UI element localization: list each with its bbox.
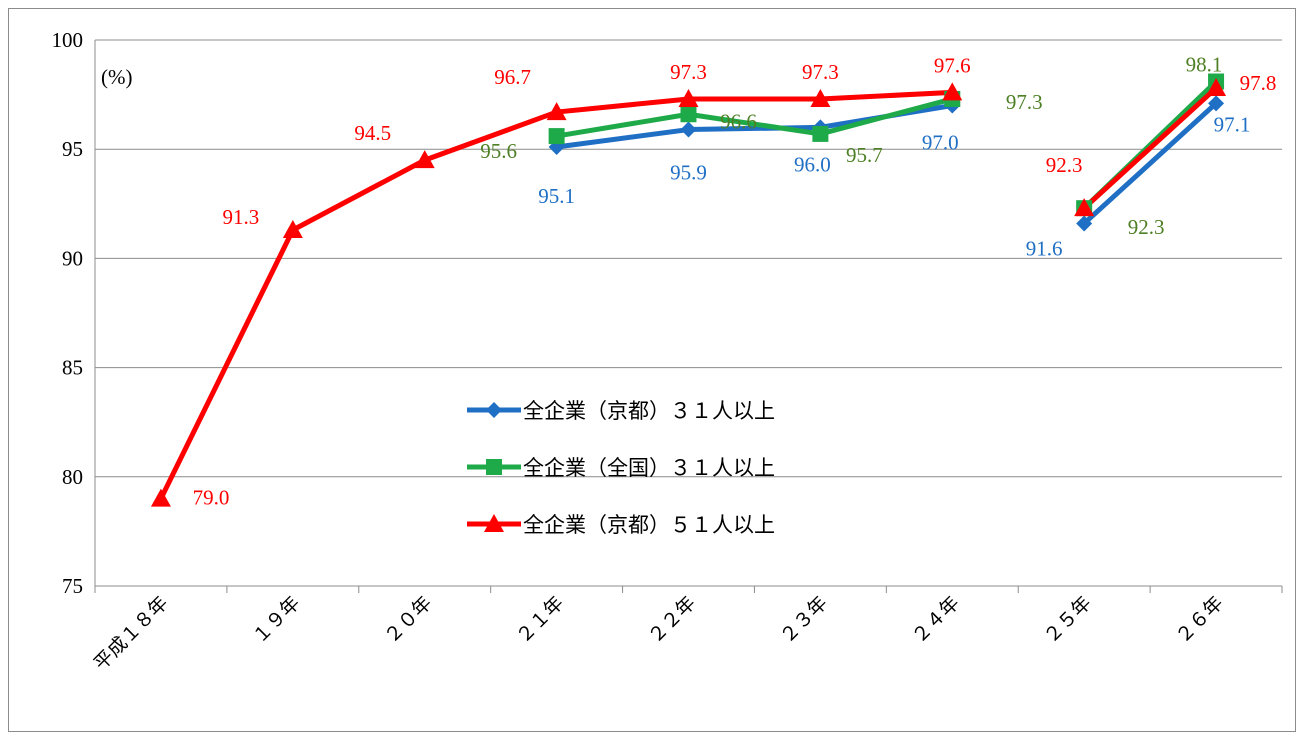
y-tick-label: 75 [62, 574, 83, 598]
y-tick-label: 80 [62, 465, 83, 489]
x-tick-label: ２０年 [380, 592, 436, 648]
data-point [812, 125, 829, 142]
data-point [810, 88, 831, 107]
y-tick-label: 100 [52, 28, 84, 52]
line-chart: 75 80 85 90 95 100 平成１８年 １９年 ２０年 ２１年 ２２年 ２３年 ２４年 ２５年… [52, 28, 1283, 675]
y-tick-label: 85 [62, 356, 83, 380]
legend-swatch-marker [486, 402, 502, 418]
data-label: 94.5 [354, 121, 391, 145]
data-label: 96.7 [494, 65, 531, 89]
data-point [1076, 215, 1093, 232]
legend-label: 全企業（京都）５１人以上 [523, 513, 775, 537]
data-point [150, 488, 171, 507]
data-label: 79.0 [193, 486, 230, 510]
data-label: 92.3 [1128, 215, 1165, 239]
data-label: 91.6 [1026, 236, 1063, 260]
data-label: 97.0 [922, 131, 959, 155]
data-label: 91.3 [222, 205, 259, 229]
axes [94, 40, 1283, 593]
data-point [414, 150, 435, 169]
x-tick-label: １９年 [248, 592, 304, 648]
legend-label: 全企業（京都）３１人以上 [523, 399, 775, 423]
data-point [548, 128, 565, 145]
data-point [1208, 95, 1225, 112]
data-label: 92.3 [1046, 153, 1083, 177]
x-tick-label: ２１年 [512, 592, 568, 648]
series-lines [158, 78, 1219, 502]
x-tick-label: ２６年 [1172, 592, 1228, 648]
series-line [1081, 100, 1219, 226]
data-label: 96.6 [720, 109, 757, 133]
x-tick-label: ２３年 [776, 592, 832, 648]
data-label: 97.6 [934, 53, 971, 77]
data-label: 97.1 [1214, 112, 1251, 136]
series-line [554, 96, 955, 139]
data-label: 95.9 [670, 161, 707, 185]
data-label: 97.3 [802, 60, 839, 84]
data-point [1074, 198, 1095, 217]
data-labels: 95.1 95.9 96.0 97.0 91.6 97.1 95.6 96.6 95.7 97.3… [193, 52, 1277, 509]
data-label: 97.8 [1240, 71, 1277, 95]
series-markers [150, 73, 1227, 507]
x-axis-ticks: 平成１８年 １９年 ２０年 ２１年 ２２年 ２３年 ２４年 ２５年 ２６年 [90, 592, 1228, 675]
data-label: 97.3 [1006, 90, 1043, 114]
legend-swatch-marker [486, 459, 502, 475]
data-label: 95.7 [846, 143, 883, 167]
data-point [942, 82, 963, 101]
data-label: 97.3 [670, 60, 707, 84]
y-tick-label: 90 [62, 246, 83, 270]
data-point [546, 102, 567, 121]
data-point [1206, 78, 1227, 97]
y-axis-ticks: 75 80 85 90 95 100 [52, 28, 84, 598]
data-label: 98.1 [1186, 52, 1223, 76]
data-label: 95.1 [538, 184, 575, 208]
series-line [1081, 85, 1219, 211]
chart-frame: 75 80 85 90 95 100 平成１８年 １９年 ２０年 ２１年 ２２年 ２３年 ２４年 ２５年… [8, 8, 1296, 732]
x-tick-label: 平成１８年 [90, 592, 173, 675]
data-point [680, 121, 697, 138]
y-tick-label: 95 [62, 137, 83, 161]
x-tick-label: ２５年 [1040, 592, 1096, 648]
data-label: 95.6 [480, 139, 517, 163]
legend-swatch-marker [484, 514, 504, 532]
data-point [282, 220, 303, 239]
x-tick-label: ２２年 [644, 592, 700, 648]
unit-label: (%) [101, 65, 132, 89]
x-tick-label: ２４年 [908, 592, 964, 648]
data-point [678, 88, 699, 107]
data-point [680, 106, 697, 123]
data-label: 96.0 [794, 152, 831, 176]
legend-label: 全企業（全国）３１人以上 [523, 456, 775, 480]
